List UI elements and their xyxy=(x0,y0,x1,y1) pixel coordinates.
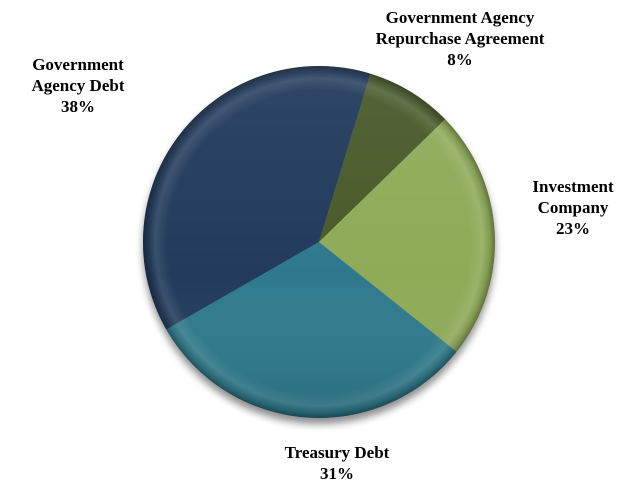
slice-label-government-agency-repurchase-agreement: Government Agency Repurchase Agreement 8% xyxy=(376,8,545,69)
slice-label-treasury-debt: Treasury Debt 31% xyxy=(285,443,390,483)
slice-name-line: Repurchase Agreement xyxy=(376,29,545,48)
slice-name-line: Agency Debt xyxy=(31,76,124,95)
slice-percent-label: 8% xyxy=(447,50,473,69)
slice-name-line: Company xyxy=(538,198,609,217)
slice-name-line: Treasury Debt xyxy=(285,443,390,462)
pie-slices xyxy=(142,65,496,419)
slice-percent-label: 31% xyxy=(320,464,354,483)
slice-name-line: Government xyxy=(32,55,124,74)
slice-percent-label: 23% xyxy=(556,219,590,238)
slice-labels: Government Agency Repurchase Agreement 8% I… xyxy=(31,8,613,483)
slice-label-government-agency-debt: Government Agency Debt 38% xyxy=(31,55,124,116)
slice-name-line: Investment xyxy=(532,177,614,196)
slice-percent-label: 38% xyxy=(61,97,95,116)
slice-label-investment-company: Investment Company 23% xyxy=(532,177,614,238)
slice-name-line: Government Agency xyxy=(386,8,535,27)
